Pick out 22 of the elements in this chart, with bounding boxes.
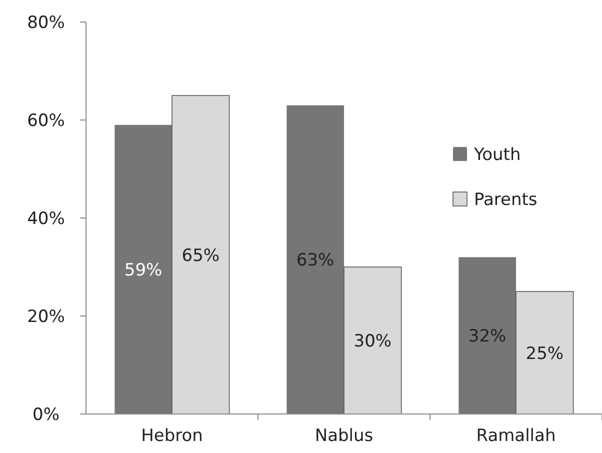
- data-label: 63%: [296, 250, 334, 271]
- y-tick-label: 80%: [27, 13, 65, 33]
- y-tick-label: 40%: [27, 209, 65, 229]
- legend-label: Youth: [473, 145, 521, 165]
- bar: [114, 124, 172, 414]
- data-label: 59%: [124, 260, 162, 280]
- data-label: 25%: [526, 344, 564, 364]
- bar: [458, 257, 516, 414]
- legend-label: Parents: [474, 190, 538, 210]
- x-tick-label: Hebron: [141, 426, 203, 446]
- bar: [172, 95, 230, 414]
- bar: [516, 291, 574, 414]
- y-tick-label: 0%: [32, 405, 60, 425]
- data-label: 30%: [354, 332, 392, 352]
- y-tick-label: 60%: [27, 111, 65, 131]
- data-label: 32%: [468, 326, 506, 347]
- bar: [344, 266, 402, 414]
- data-label: 65%: [182, 246, 220, 266]
- y-tick-label: 20%: [27, 307, 65, 327]
- x-tick-label: Ramallah: [476, 426, 556, 446]
- bar: [286, 105, 344, 414]
- x-tick-label: Nablus: [314, 426, 374, 446]
